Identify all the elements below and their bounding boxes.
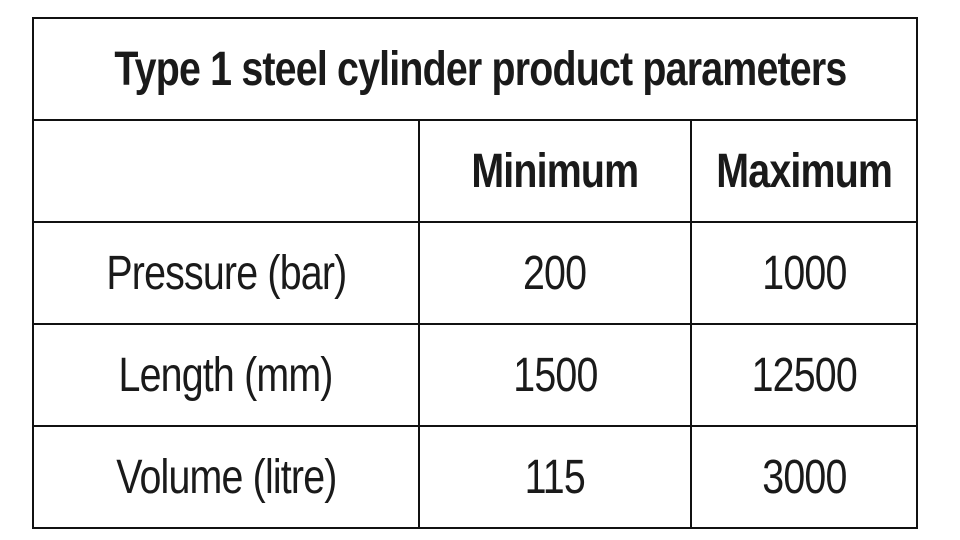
minimum-value: 1500	[512, 348, 598, 402]
maximum-value-cell: 3000	[690, 425, 918, 529]
minimum-value-cell: 1500	[418, 323, 692, 427]
row-label-cell: Volume (litre)	[32, 425, 420, 529]
table-row-volume: Volume (litre) 115 3000	[32, 425, 918, 529]
maximum-value: 1000	[761, 246, 847, 300]
table-row-pressure: Pressure (bar) 200 1000	[32, 221, 918, 325]
row-label: Pressure (bar)	[105, 246, 347, 300]
minimum-value: 200	[523, 246, 587, 300]
column-header-maximum-label: Maximum	[716, 144, 893, 198]
empty-header-cell	[32, 119, 420, 223]
table-title-row: Type 1 steel cylinder product parameters	[32, 17, 918, 121]
table-header-row: Minimum Maximum	[32, 119, 918, 223]
table-title-cell: Type 1 steel cylinder product parameters	[32, 17, 918, 121]
minimum-value: 115	[524, 450, 586, 504]
minimum-value-cell: 200	[418, 221, 692, 325]
row-label-cell: Length (mm)	[32, 323, 420, 427]
row-label-cell: Pressure (bar)	[32, 221, 420, 325]
table-row-length: Length (mm) 1500 12500	[32, 323, 918, 427]
column-header-maximum: Maximum	[690, 119, 918, 223]
minimum-value-cell: 115	[418, 425, 692, 529]
row-label: Volume (litre)	[115, 450, 337, 504]
product-parameters-table: Type 1 steel cylinder product parameters…	[32, 17, 918, 529]
maximum-value: 3000	[761, 450, 847, 504]
column-header-minimum: Minimum	[418, 119, 692, 223]
column-header-minimum-label: Minimum	[471, 144, 640, 198]
maximum-value-cell: 1000	[690, 221, 918, 325]
maximum-value-cell: 12500	[690, 323, 918, 427]
table-title: Type 1 steel cylinder product parameters	[114, 42, 847, 96]
maximum-value: 12500	[751, 348, 857, 402]
row-label: Length (mm)	[118, 348, 334, 402]
